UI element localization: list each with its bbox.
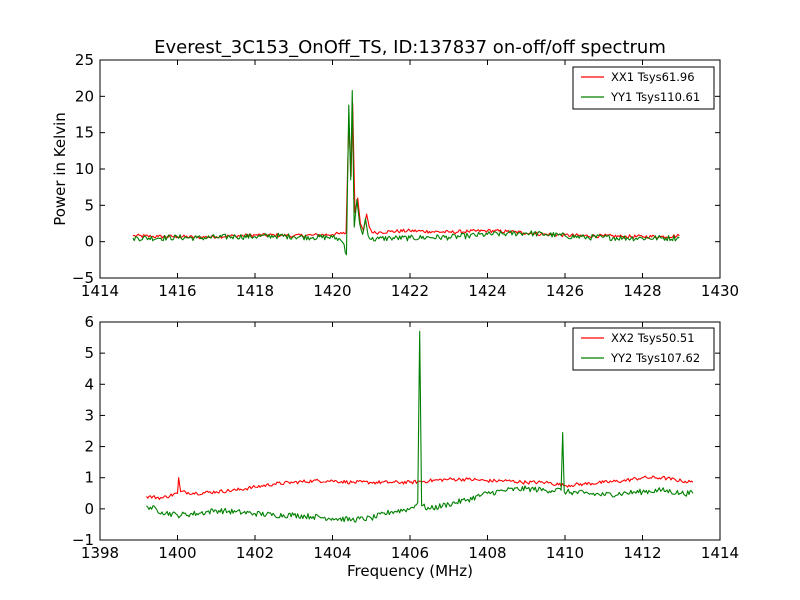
ytick-label-bottom: 5 xyxy=(84,344,94,362)
ytick-label-top: 0 xyxy=(84,233,94,251)
xtick-label-top: 1418 xyxy=(236,282,274,300)
ytick-label-top: −5 xyxy=(72,269,94,287)
ytick-label-bottom: −1 xyxy=(72,531,94,549)
ytick-label-top: 10 xyxy=(75,160,94,178)
ytick-label-top: 15 xyxy=(75,124,94,142)
ytick-label-top: 25 xyxy=(75,51,94,69)
xtick-label-bottom: 1404 xyxy=(313,544,351,562)
series-line-top-xx xyxy=(132,103,680,240)
plot-bottom-ticks: 1398 1400 1402 1404 1406 1408 1410 1412 1414 −1 0 1… xyxy=(72,313,739,562)
series-line-top-yy xyxy=(132,89,680,256)
xtick-label-bottom: 1412 xyxy=(623,544,661,562)
xtick-label-top: 1426 xyxy=(546,282,584,300)
xtick-label-bottom: 1402 xyxy=(236,544,274,562)
xtick-label-top: 1414 xyxy=(81,282,119,300)
plot-top-ylabel: Power in Kelvin xyxy=(51,112,69,226)
legend-label-xx2: XX2 Tsys50.51 xyxy=(611,331,695,345)
xtick-label-bottom: 1400 xyxy=(158,544,196,562)
legend-label-yy2: YY2 Tsys107.62 xyxy=(610,351,700,365)
ytick-label-top: 5 xyxy=(84,196,94,214)
plot-bottom-legend: XX2 Tsys50.51 YY2 Tsys107.62 xyxy=(572,327,715,371)
plot-bottom: 1398 1400 1402 1404 1406 1408 1410 1412 1414 −1 0 1… xyxy=(72,313,739,580)
xtick-label-bottom: 1414 xyxy=(701,544,739,562)
plot-bottom-lines xyxy=(146,330,694,523)
legend-label-xx1: XX1 Tsys61.96 xyxy=(611,70,695,84)
ytick-label-bottom: 4 xyxy=(84,375,94,393)
xtick-label-bottom: 1410 xyxy=(546,544,584,562)
series-line-bottom-yy xyxy=(146,330,694,523)
plot-top-legend: XX1 Tsys61.96 YY1 Tsys110.61 xyxy=(572,66,715,110)
plot-top-lines xyxy=(132,89,680,256)
ytick-label-bottom: 6 xyxy=(84,313,94,331)
xtick-label-top: 1424 xyxy=(468,282,506,300)
figure-title: Everest_3C153_OnOff_TS, ID:137837 on-off… xyxy=(154,37,666,58)
xtick-label-top: 1430 xyxy=(701,282,739,300)
ytick-label-bottom: 1 xyxy=(84,469,94,487)
xtick-label-top: 1422 xyxy=(391,282,429,300)
ytick-label-top: 20 xyxy=(75,87,94,105)
xtick-label-bottom: 1408 xyxy=(468,544,506,562)
xtick-label-bottom: 1406 xyxy=(391,544,429,562)
ytick-label-bottom: 3 xyxy=(84,406,94,424)
xtick-label-top: 1420 xyxy=(313,282,351,300)
plot-bottom-legend-box xyxy=(572,327,715,371)
ytick-label-bottom: 2 xyxy=(84,438,94,456)
series-line-bottom-xx xyxy=(146,475,694,500)
plot-bottom-xlabel: Frequency (MHz) xyxy=(347,562,473,580)
legend-label-yy1: YY1 Tsys110.61 xyxy=(610,90,700,104)
plot-top-legend-box xyxy=(572,66,715,110)
xtick-label-top: 1428 xyxy=(623,282,661,300)
xtick-label-top: 1416 xyxy=(158,282,196,300)
plot-top: 1414 1416 1418 1420 1422 1424 1426 1428 1430 −5 0 5… xyxy=(51,51,739,300)
plot-top-ticks: 1414 1416 1418 1420 1422 1424 1426 1428 1430 −5 0 5… xyxy=(72,51,739,300)
xtick-label-bottom: 1398 xyxy=(81,544,119,562)
ytick-label-bottom: 0 xyxy=(84,500,94,518)
